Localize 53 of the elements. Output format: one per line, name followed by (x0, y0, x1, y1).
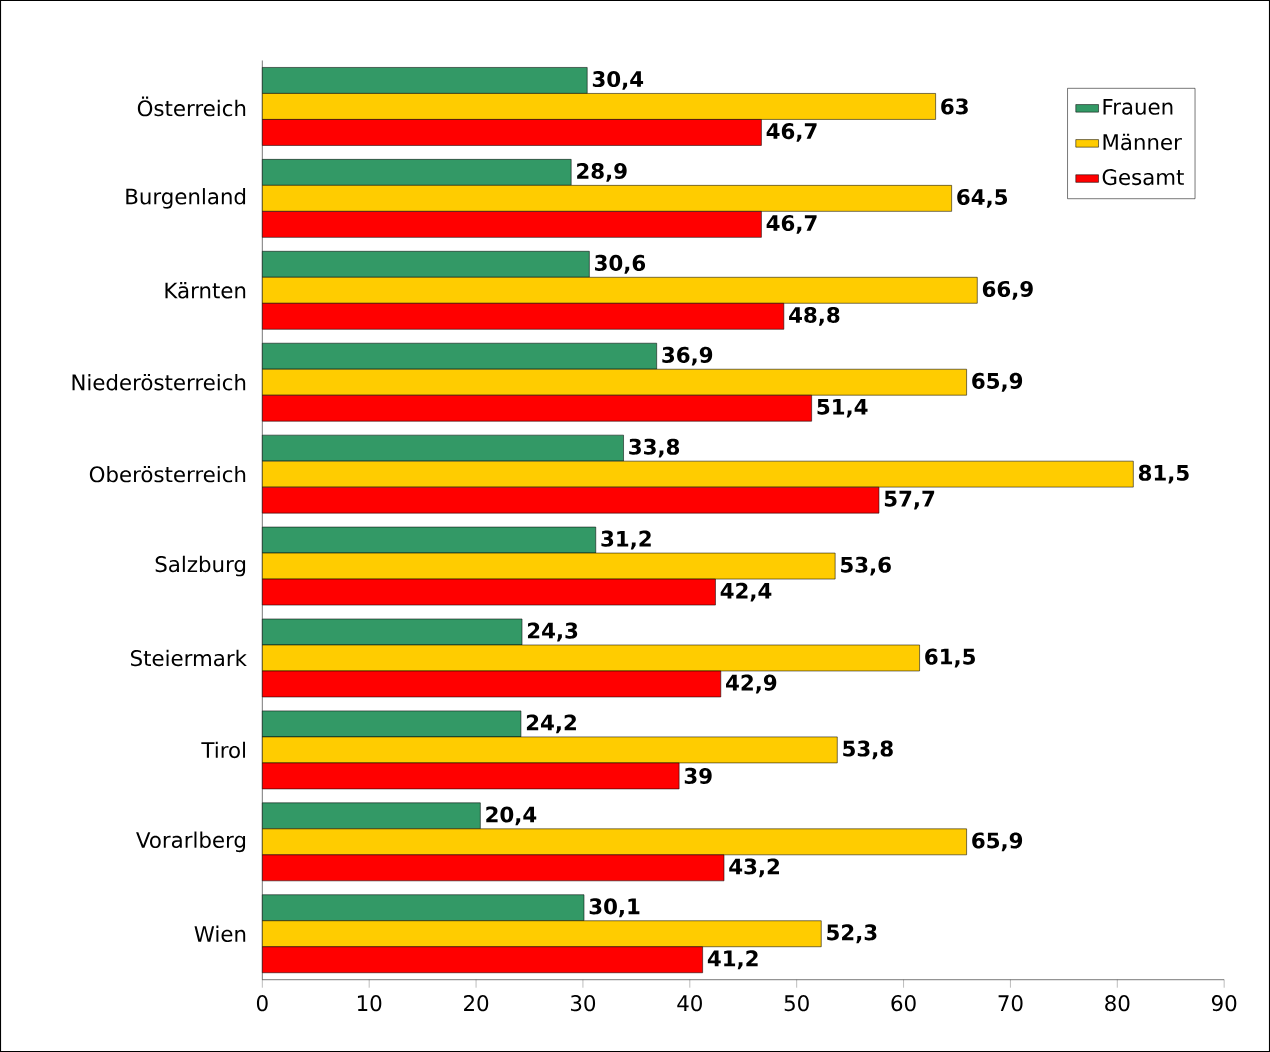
data-label: 42,9 (726, 674, 777, 694)
x-tick-label: 50 (784, 995, 809, 1012)
data-label: 51,4 (817, 398, 868, 418)
data-label: 24,2 (526, 714, 576, 734)
data-label: 41,2 (707, 950, 758, 970)
data-label: 53,8 (843, 740, 893, 760)
data-label: 65,9 (972, 372, 1023, 392)
x-tick-label: 30 (571, 995, 596, 1012)
y-tick-label: Wien (194, 925, 246, 942)
y-tick-label: Oberösterreich (89, 465, 246, 483)
x-tick-label: 60 (891, 995, 916, 1012)
legend-label: Gesamt (1102, 168, 1184, 186)
data-label: 57,7 (884, 490, 935, 510)
y-tick-label: Burgenland (126, 187, 246, 209)
data-label: 30,6 (595, 254, 646, 274)
x-tick-label: 80 (1105, 995, 1130, 1012)
x-tick-label: 90 (1211, 995, 1237, 1012)
y-tick-label: Kärnten (165, 281, 246, 299)
data-label: 42,4 (720, 582, 772, 602)
data-label: 65,9 (972, 832, 1023, 852)
x-tick-label: 0 (256, 995, 268, 1012)
data-label: 36,9 (662, 346, 713, 366)
data-label: 52,3 (827, 924, 877, 944)
y-tick-label: Salzburg (155, 555, 246, 577)
data-label: 33,8 (629, 438, 680, 458)
data-label: 30,4 (592, 70, 644, 90)
x-tick-label: 20 (464, 995, 489, 1012)
legend-label: Männer (1103, 133, 1182, 151)
data-label: 66,9 (982, 280, 1033, 300)
y-tick-label: Vorarlberg (136, 831, 246, 853)
y-tick-label: Steiermark (130, 649, 247, 667)
data-label: 43,2 (729, 858, 780, 878)
data-label: 53,6 (841, 556, 891, 576)
data-label: 61,5 (925, 648, 975, 668)
data-label: 30,1 (589, 898, 640, 918)
y-tick-label: Tirol (201, 741, 245, 759)
data-label: 24,3 (527, 622, 578, 642)
y-tick-label: Österreich (137, 96, 246, 117)
x-tick-label: 10 (357, 995, 382, 1012)
data-label: 63 (941, 98, 968, 115)
data-label: 48,8 (789, 306, 840, 326)
data-label: 46,7 (766, 122, 817, 142)
y-tick-label: Niederösterreich (72, 373, 246, 391)
x-tick-label: 40 (677, 995, 702, 1012)
data-label: 46,7 (766, 214, 817, 234)
legend-label: Frauen (1103, 98, 1173, 115)
data-label: 31,2 (601, 530, 651, 550)
data-label: 39 (684, 767, 712, 784)
data-label: 28,9 (577, 162, 627, 182)
data-label: 20,4 (486, 806, 537, 826)
data-label: 64,5 (957, 188, 1008, 208)
data-label: 81,5 (1138, 464, 1189, 484)
x-tick-label: 70 (998, 995, 1023, 1012)
